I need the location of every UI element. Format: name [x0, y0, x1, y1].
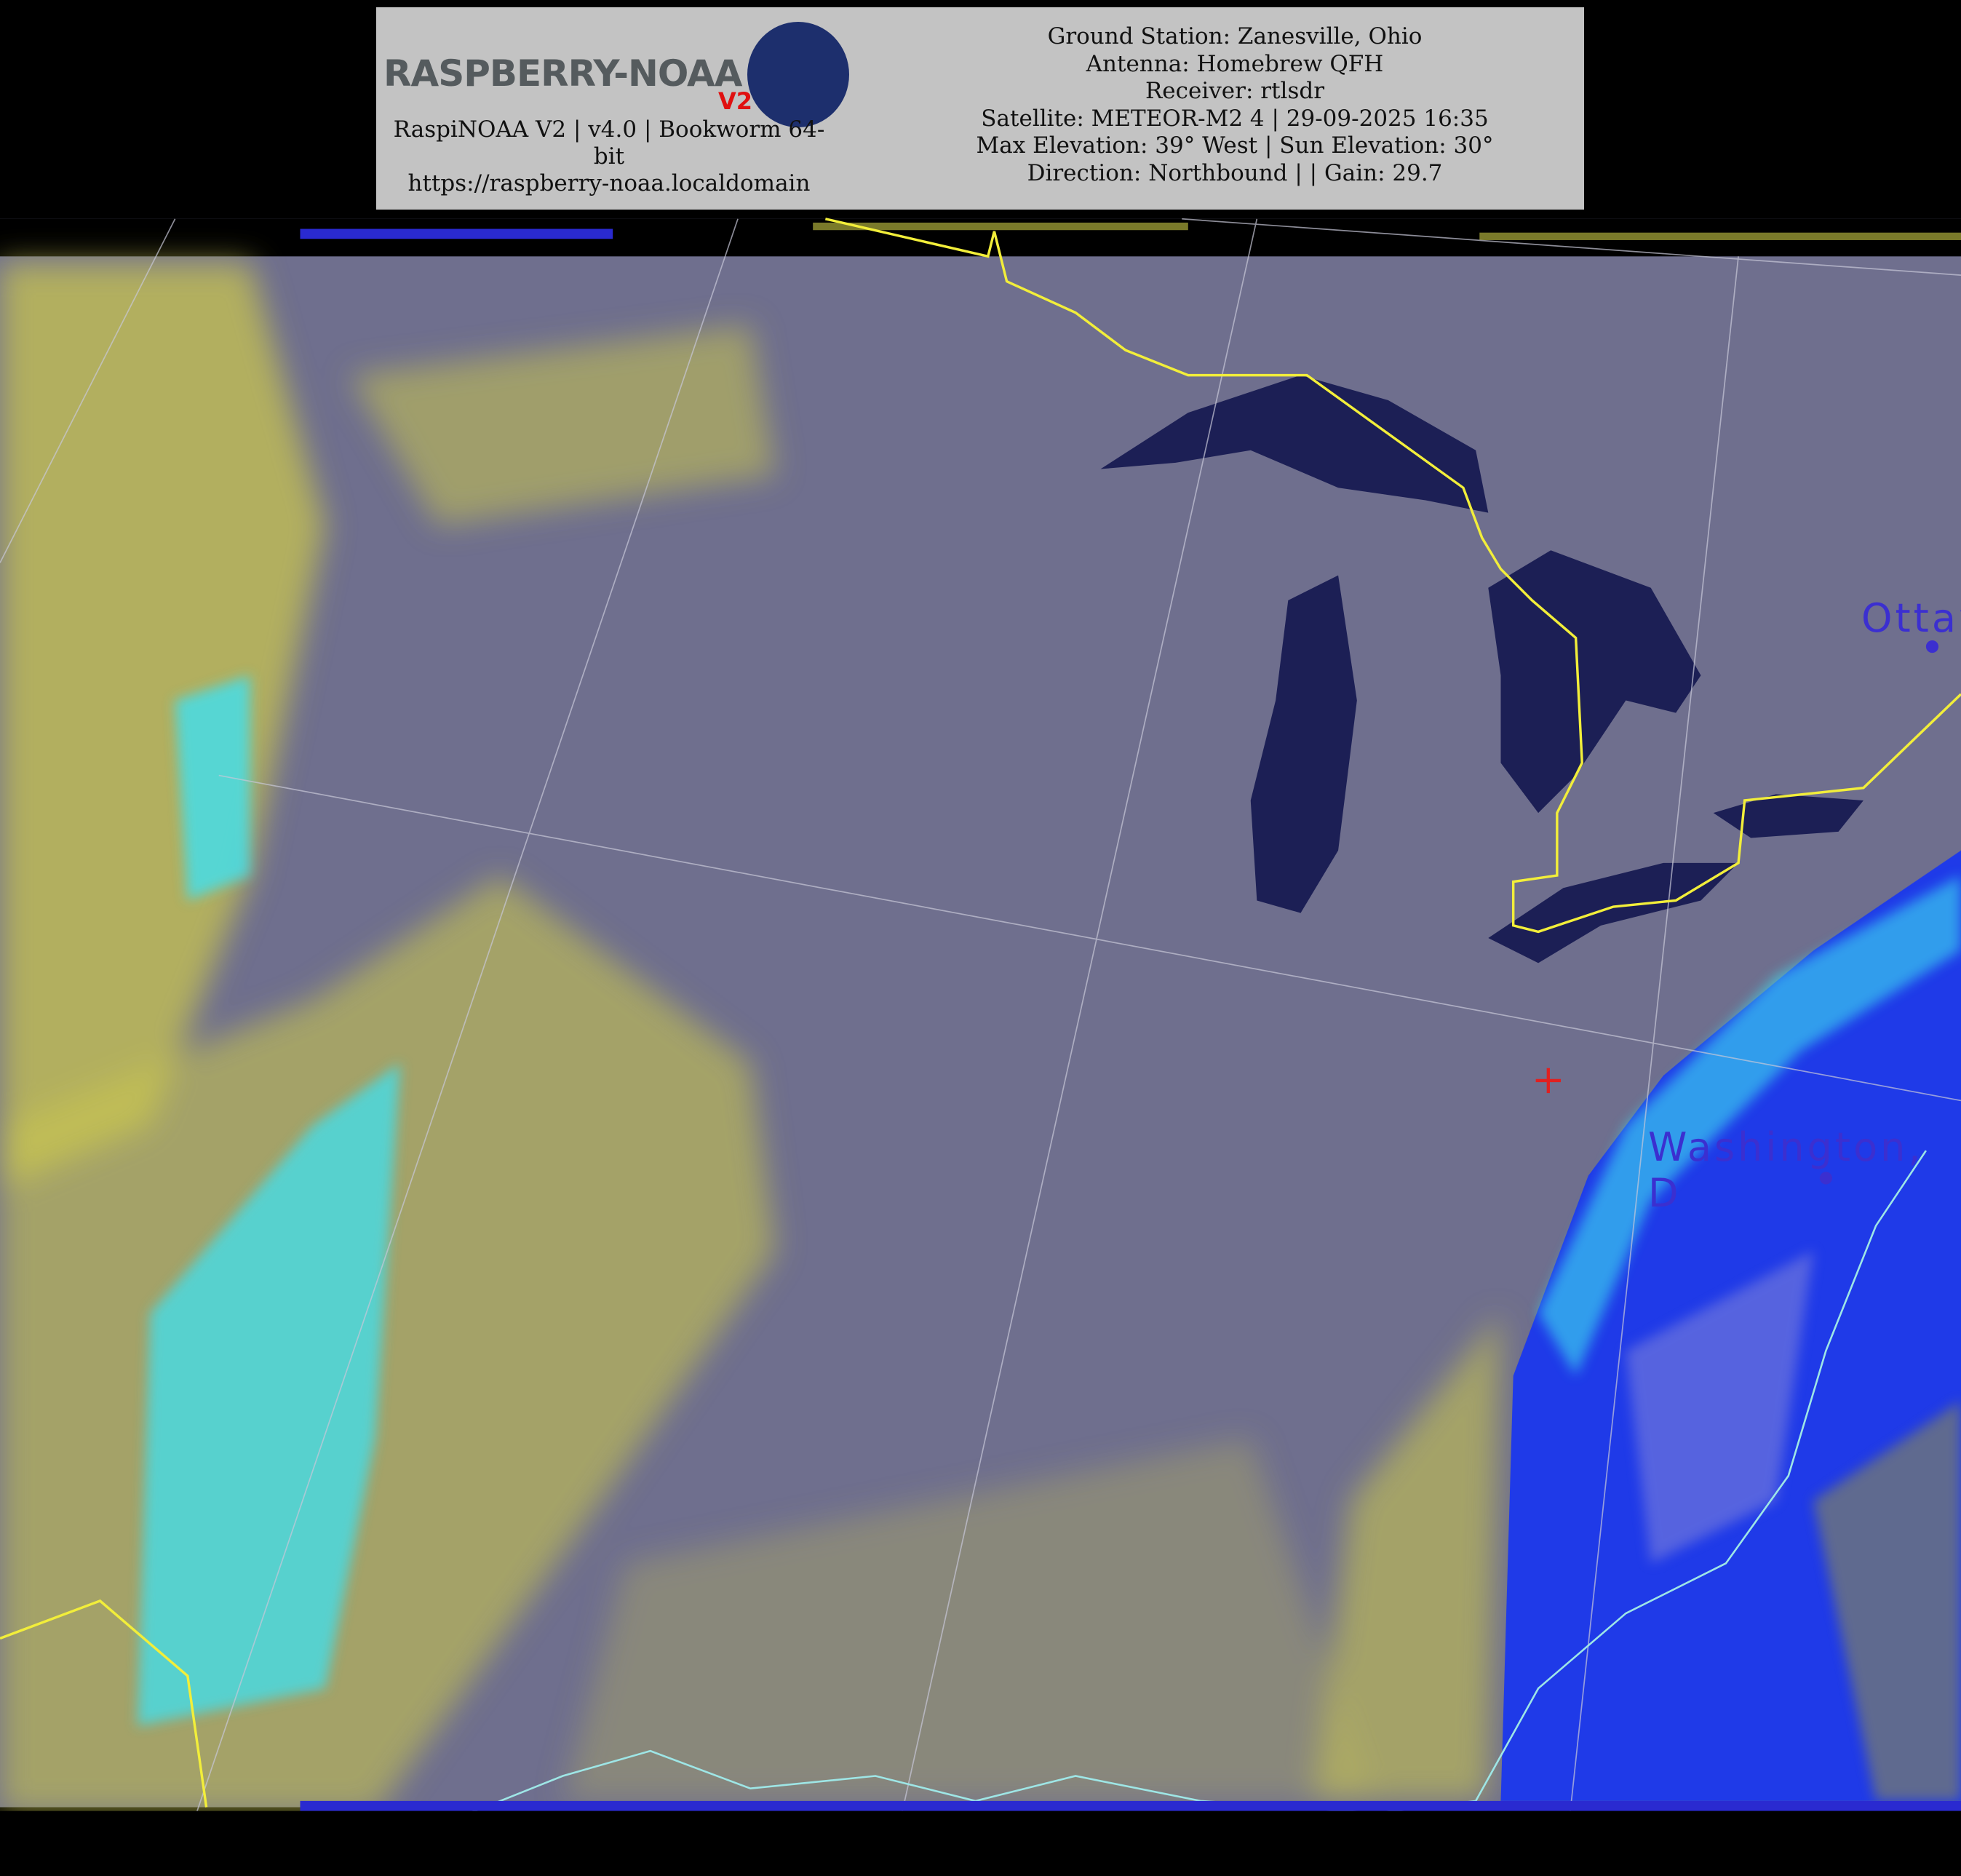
- software-info: RaspiNOAA V2 | v4.0 | Bookworm 64-bit ht…: [376, 116, 842, 197]
- satellite-badge-icon: [747, 22, 849, 127]
- direction-gain: Direction: Northbound | | Gain: 29.7: [1027, 159, 1443, 186]
- elevation: Max Elevation: 39° West | Sun Elevation:…: [976, 132, 1494, 159]
- ottawa-marker: [1925, 640, 1939, 653]
- washington-marker: [1819, 1172, 1832, 1185]
- ground-station-crosshair-icon: [1535, 1068, 1561, 1094]
- software-version: RaspiNOAA V2 | v4.0 | Bookworm 64-bit: [393, 116, 825, 170]
- political-borders: [0, 218, 1961, 1808]
- bottom-noise-band: [300, 1800, 1961, 1811]
- receiver: Receiver: rtlsdr: [1145, 78, 1325, 104]
- ground-station: Ground Station: Zanesville, Ohio: [1047, 23, 1423, 49]
- city-label-washington: Washington, D: [1648, 1124, 1924, 1216]
- precip-region-east: [1500, 850, 1961, 1801]
- pass-details: Ground Station: Zanesville, Ohio Antenna…: [886, 23, 1584, 187]
- instance-url: https://raspberry-noaa.localdomain: [407, 170, 811, 196]
- graticule-lines: [0, 218, 1961, 1876]
- city-label-ottawa: Ottaw: [1861, 595, 1961, 641]
- raspberry-noaa-logo: RASPBERRY-NOAA V2: [383, 15, 849, 127]
- logo-text: RASPBERRY-NOAA: [383, 52, 742, 95]
- cold-cloud-tops: [138, 675, 400, 1726]
- satellite-time: Satellite: METEOR-M2 4 | 29-09-2025 16:3…: [981, 105, 1489, 132]
- antenna: Antenna: Homebrew QFH: [1086, 50, 1384, 77]
- pass-info-header: RASPBERRY-NOAA V2 RaspiNOAA V2 | v4.0 | …: [376, 7, 1584, 210]
- logo-version: V2: [718, 87, 753, 115]
